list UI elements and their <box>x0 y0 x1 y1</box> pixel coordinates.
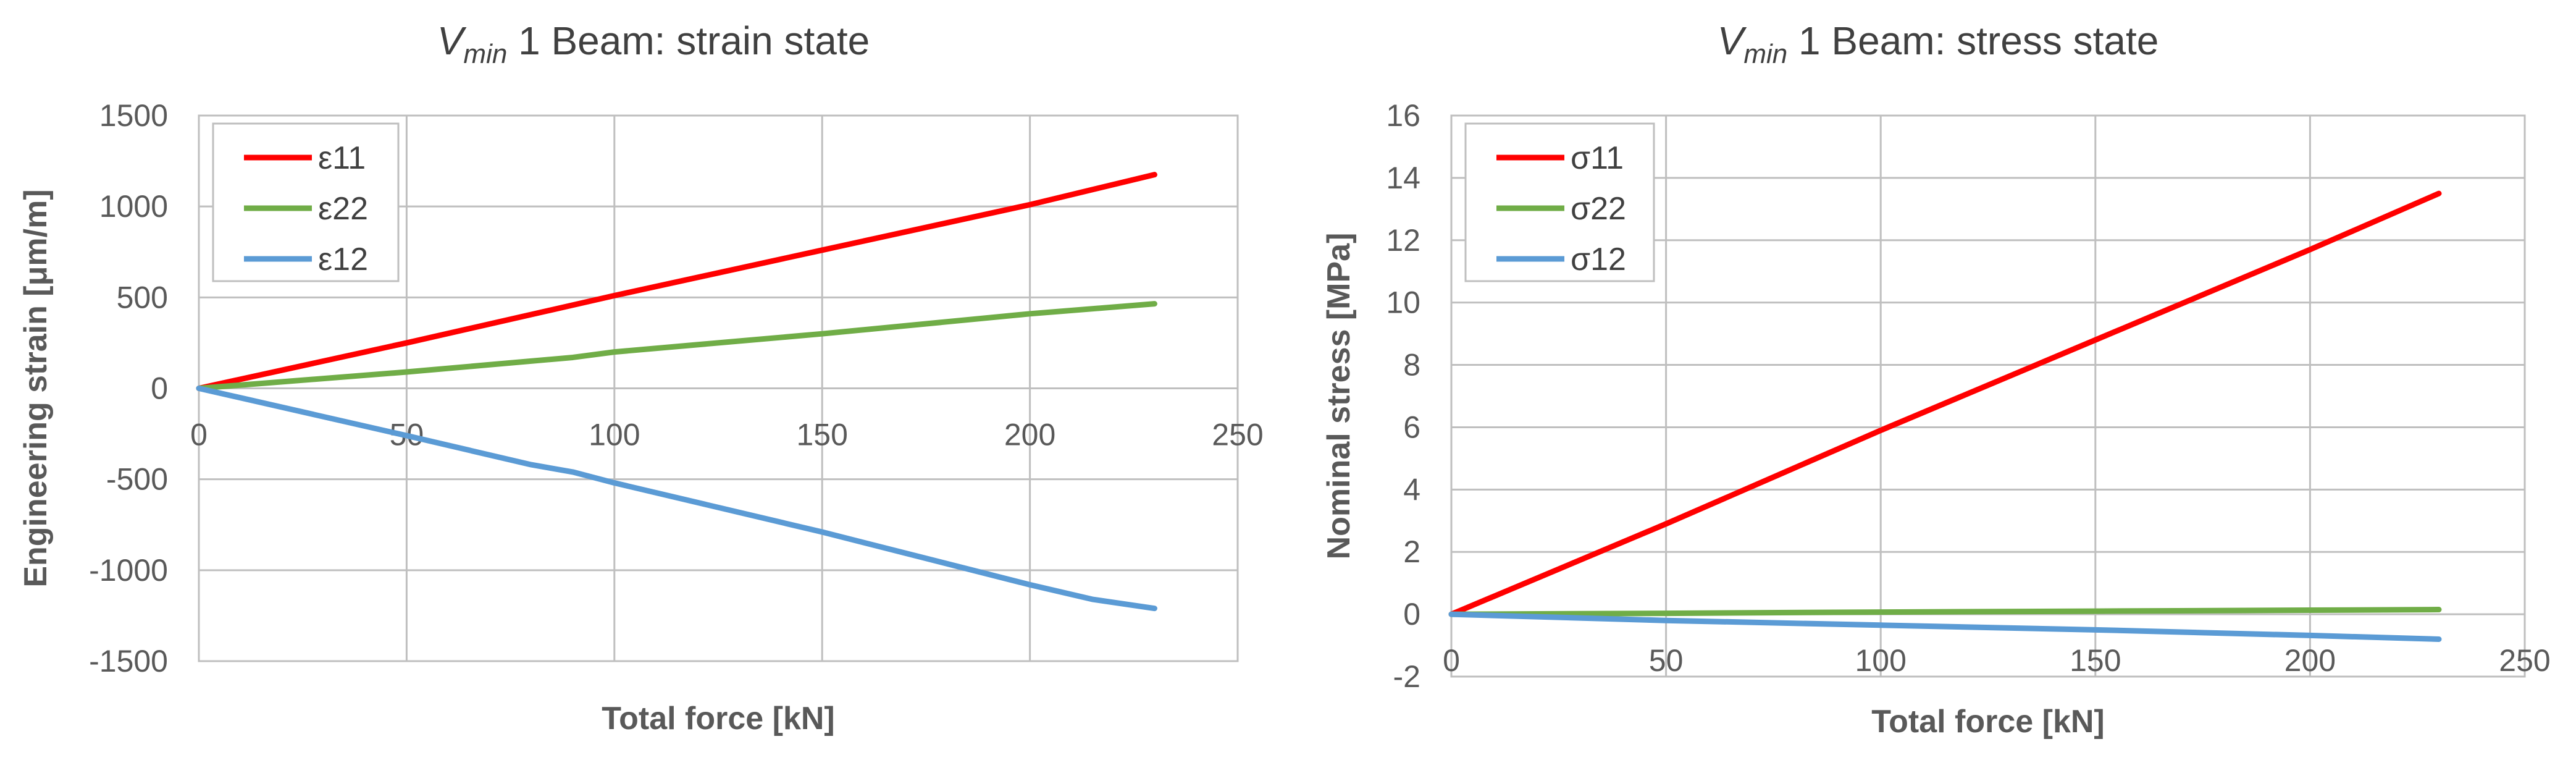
chart-title: Vmin 1 Beam: strain state <box>437 19 870 69</box>
y-tick-label: -1500 <box>89 644 168 678</box>
series-line-1 <box>196 172 1157 391</box>
series-line-3 <box>1448 611 2442 642</box>
y-tick-label: 10 <box>1386 285 1420 320</box>
title-symbol: V <box>1718 19 1747 63</box>
x-tick-label: 250 <box>2499 643 2550 678</box>
y-tick-label: 8 <box>1403 348 1420 382</box>
x-tick-label: 150 <box>2070 643 2121 678</box>
title-text: 1 Beam: stress state <box>1787 19 2159 63</box>
x-tick-label: 200 <box>1004 418 1055 452</box>
x-axis-label: Total force [kN] <box>602 701 835 737</box>
y-tick-label: 16 <box>1386 98 1420 133</box>
legend-box <box>212 122 400 282</box>
y-tick-label: 6 <box>1403 410 1420 444</box>
y-tick-label: 1500 <box>99 98 168 133</box>
x-tick-label: 100 <box>589 418 640 452</box>
y-tick-label: 12 <box>1386 223 1420 258</box>
series-line-1 <box>1448 190 2442 617</box>
x-tick-label: 200 <box>2284 643 2336 678</box>
x-tick-label: 50 <box>1649 643 1684 678</box>
y-tick-label: 1000 <box>99 189 168 224</box>
series-line-2 <box>1448 607 2442 617</box>
legend-label-1: σ11 <box>1571 140 1624 176</box>
x-tick-label: 100 <box>1855 643 1906 678</box>
legend-label-2: ε22 <box>318 191 368 227</box>
title-subscript: min <box>1743 39 1787 69</box>
legend: σ11 σ22 σ12 <box>1464 122 1655 282</box>
x-tick-label: 250 <box>1212 418 1263 452</box>
plot-area-frame <box>1450 114 2526 678</box>
legend-label-2: σ22 <box>1571 191 1626 227</box>
x-axis-label: Total force [kN] <box>1871 704 2105 740</box>
legend-label-3: σ12 <box>1571 242 1626 277</box>
series-line-3 <box>196 386 1157 612</box>
y-tick-label: 14 <box>1386 161 1420 195</box>
x-tick-label: 150 <box>796 418 847 452</box>
y-tick-label: 500 <box>117 280 168 315</box>
x-tick-label: 0 <box>190 418 208 452</box>
y-tick-label: 0 <box>151 371 168 406</box>
chart-panel-1: Vmin 1 Beam: strain state -1500 -1000 -500 0… <box>18 19 1264 737</box>
title-text: 1 Beam: strain state <box>507 19 870 63</box>
y-tick-label: -500 <box>106 462 168 497</box>
y-tick-label: 2 <box>1403 534 1420 569</box>
series-line-2 <box>196 301 1157 391</box>
x-tick-label: 0 <box>1443 643 1460 678</box>
legend-label-1: ε11 <box>318 140 366 176</box>
title-symbol: V <box>437 19 467 63</box>
legend-label-3: ε12 <box>318 242 368 277</box>
chart-title: Vmin 1 Beam: stress state <box>1718 19 2159 69</box>
y-tick-label: -2 <box>1393 659 1420 694</box>
legend: ε11 ε22 ε12 <box>212 122 400 282</box>
title-subscript: min <box>463 39 507 69</box>
y-axis-label: Nominal stress [MPa] <box>1321 233 1357 560</box>
legend-box <box>1464 122 1655 282</box>
y-tick-label: 4 <box>1403 472 1420 507</box>
y-tick-label: -1000 <box>89 553 168 588</box>
y-axis-label: Engineering strain [μm/m] <box>18 189 54 587</box>
y-tick-label: 0 <box>1403 597 1420 631</box>
chart-panel-2: Vmin 1 Beam: stress state -2 0 2 4 6 8 10 12 14 16… <box>1321 19 2551 740</box>
